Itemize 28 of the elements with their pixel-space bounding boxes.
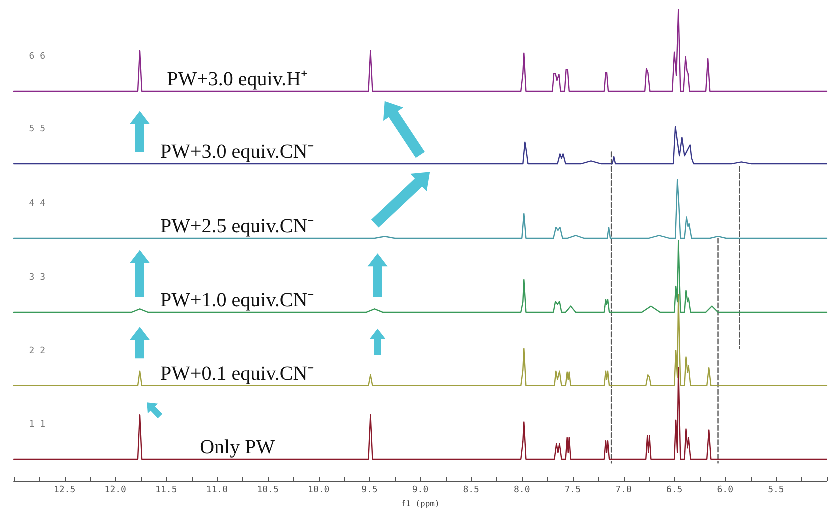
x-axis-title: f1 (ppm) bbox=[401, 500, 440, 508]
x-tick-label: 11.0 bbox=[206, 486, 228, 496]
annotation: 4 4 bbox=[29, 199, 46, 210]
series-label: Only PW bbox=[200, 436, 276, 458]
annotation: 1 1 bbox=[29, 420, 46, 430]
x-tick-label: 10.5 bbox=[257, 486, 279, 496]
series-label: PW+3.0 equiv.H⁺ bbox=[167, 68, 308, 90]
x-tick-label: 7.5 bbox=[564, 486, 582, 496]
x-tick-label: 10.0 bbox=[308, 486, 330, 496]
annotation: 2 2 bbox=[29, 346, 46, 357]
x-tick-label: 11.5 bbox=[156, 486, 178, 496]
x-tick-label: 8.5 bbox=[463, 486, 480, 496]
x-tick-label: 6.0 bbox=[717, 486, 734, 496]
x-tick-label: 5.5 bbox=[768, 486, 784, 496]
series-label: PW+3.0 equiv.CN⁻ bbox=[160, 141, 315, 164]
x-tick-label: 9.5 bbox=[362, 486, 378, 496]
annotation: 6 6 bbox=[29, 52, 46, 62]
x-tick-label: 6.5 bbox=[666, 486, 683, 496]
x-tick-label: 7.0 bbox=[616, 486, 632, 496]
series-label: PW+1.0 equiv.CN⁻ bbox=[160, 289, 315, 312]
annotation: 3 3 bbox=[29, 273, 46, 284]
x-tick-label: 12.0 bbox=[104, 486, 126, 496]
x-tick-label: 9.0 bbox=[412, 486, 429, 496]
x-tick-label: 12.5 bbox=[54, 486, 76, 496]
series-label: PW+2.5 equiv.CN⁻ bbox=[160, 215, 315, 238]
annotation: 5 5 bbox=[29, 124, 46, 135]
x-tick-label: 8.0 bbox=[514, 486, 530, 496]
series-label: PW+0.1 equiv.CN⁻ bbox=[160, 362, 315, 385]
